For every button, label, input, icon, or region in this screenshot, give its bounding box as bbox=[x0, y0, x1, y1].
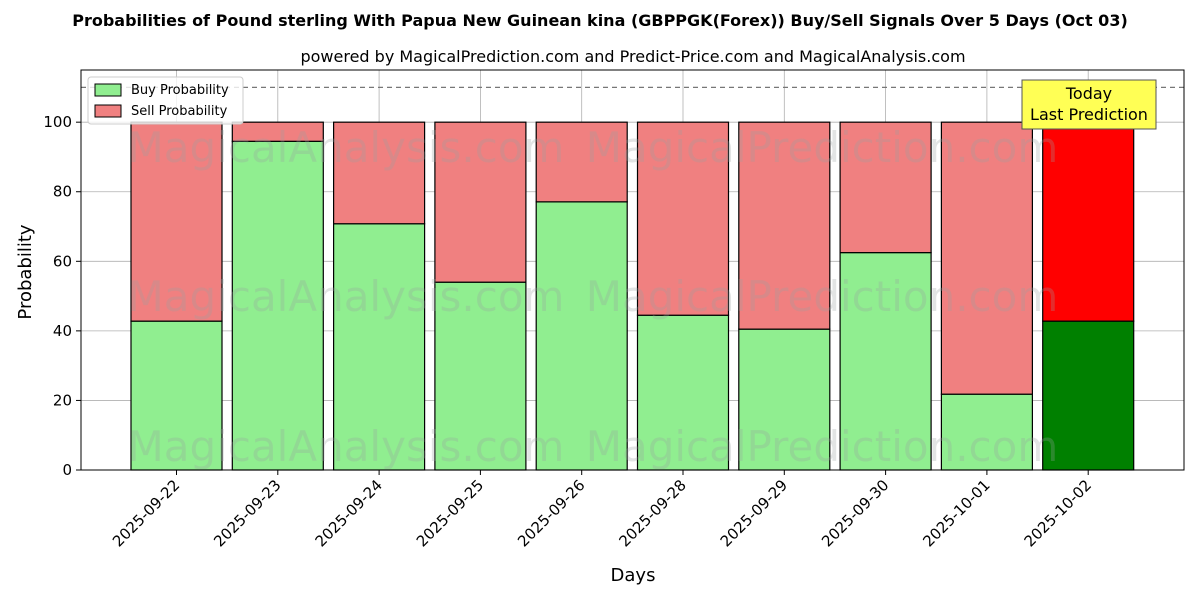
today-line1: Today bbox=[1065, 84, 1112, 103]
x-tick-label: 2025-10-01 bbox=[919, 476, 993, 550]
watermark-text: MagicalAnalysis.com bbox=[128, 272, 565, 321]
legend-buy-swatch bbox=[94, 83, 122, 97]
y-tick-label: 20 bbox=[53, 391, 72, 409]
watermark-text: MagicalAnalysis.com bbox=[128, 123, 565, 172]
x-tick-label: 2025-10-02 bbox=[1021, 476, 1095, 550]
legend-box bbox=[87, 76, 244, 125]
today-line2: Last Prediction bbox=[1030, 105, 1148, 124]
x-tick-label: 2025-09-23 bbox=[210, 476, 284, 550]
sell-bar bbox=[231, 121, 324, 142]
x-tick-label: 2025-09-28 bbox=[615, 476, 689, 550]
x-tick-label: 2025-09-30 bbox=[818, 476, 892, 550]
x-tick-label: 2025-09-24 bbox=[312, 476, 386, 550]
watermark-text: MagicalAnalysis.com bbox=[128, 422, 565, 471]
sell-bar bbox=[333, 121, 426, 225]
x-tick-label: 2025-09-22 bbox=[109, 476, 183, 550]
buy-bar bbox=[333, 223, 426, 471]
y-tick-label: 40 bbox=[53, 322, 72, 340]
y-tick-label: 100 bbox=[43, 113, 72, 131]
legend-buy-label: Buy Probability bbox=[131, 83, 229, 98]
plot-frame bbox=[80, 69, 1185, 471]
today-annotation: Today Last Prediction bbox=[1021, 79, 1157, 130]
sell-bar bbox=[738, 121, 831, 330]
sell-bar bbox=[434, 121, 527, 283]
legend-sell-label: Sell Probability bbox=[131, 104, 228, 119]
buy-bar bbox=[839, 252, 932, 471]
x-tick-label: 2025-09-25 bbox=[413, 476, 487, 550]
bars-layer bbox=[81, 86, 1184, 471]
x-tick-label: 2025-09-26 bbox=[514, 476, 588, 550]
watermark-text: MagicalPrediction.com bbox=[586, 123, 1059, 172]
y-tick-label: 0 bbox=[62, 461, 72, 479]
buy-bar bbox=[636, 314, 730, 471]
x-tick-label: 2025-09-29 bbox=[717, 476, 791, 550]
today-box bbox=[1021, 79, 1157, 130]
sell-bar bbox=[839, 121, 932, 254]
y-axis-label: Probability bbox=[15, 224, 36, 319]
sell-bar bbox=[940, 121, 1034, 395]
watermark-text: MagicalPrediction.com bbox=[586, 422, 1059, 471]
sell-bar bbox=[535, 121, 628, 203]
legend-sell-swatch bbox=[94, 104, 122, 118]
legend: Buy Probability Sell Probability bbox=[87, 76, 244, 125]
sell-bar bbox=[636, 121, 730, 316]
buy-bar bbox=[940, 393, 1034, 471]
chart-title: Probabilities of Pound sterling With Pap… bbox=[72, 11, 1128, 30]
watermark-text: MagicalPrediction.com bbox=[586, 272, 1059, 321]
x-axis-label: Days bbox=[611, 565, 656, 586]
sell-bar bbox=[1042, 121, 1135, 322]
y-tick-label: 80 bbox=[53, 183, 72, 201]
buy-bar bbox=[738, 328, 831, 471]
buy-bar bbox=[130, 320, 223, 471]
sell-bar bbox=[130, 121, 223, 322]
y-tick-label: 60 bbox=[53, 252, 72, 270]
buy-bar bbox=[1042, 320, 1135, 471]
buy-bar bbox=[535, 201, 628, 471]
chart-subtitle: powered by MagicalPrediction.com and Pre… bbox=[300, 47, 965, 66]
watermark-layer: MagicalAnalysis.com MagicalPrediction.com… bbox=[128, 123, 1059, 471]
